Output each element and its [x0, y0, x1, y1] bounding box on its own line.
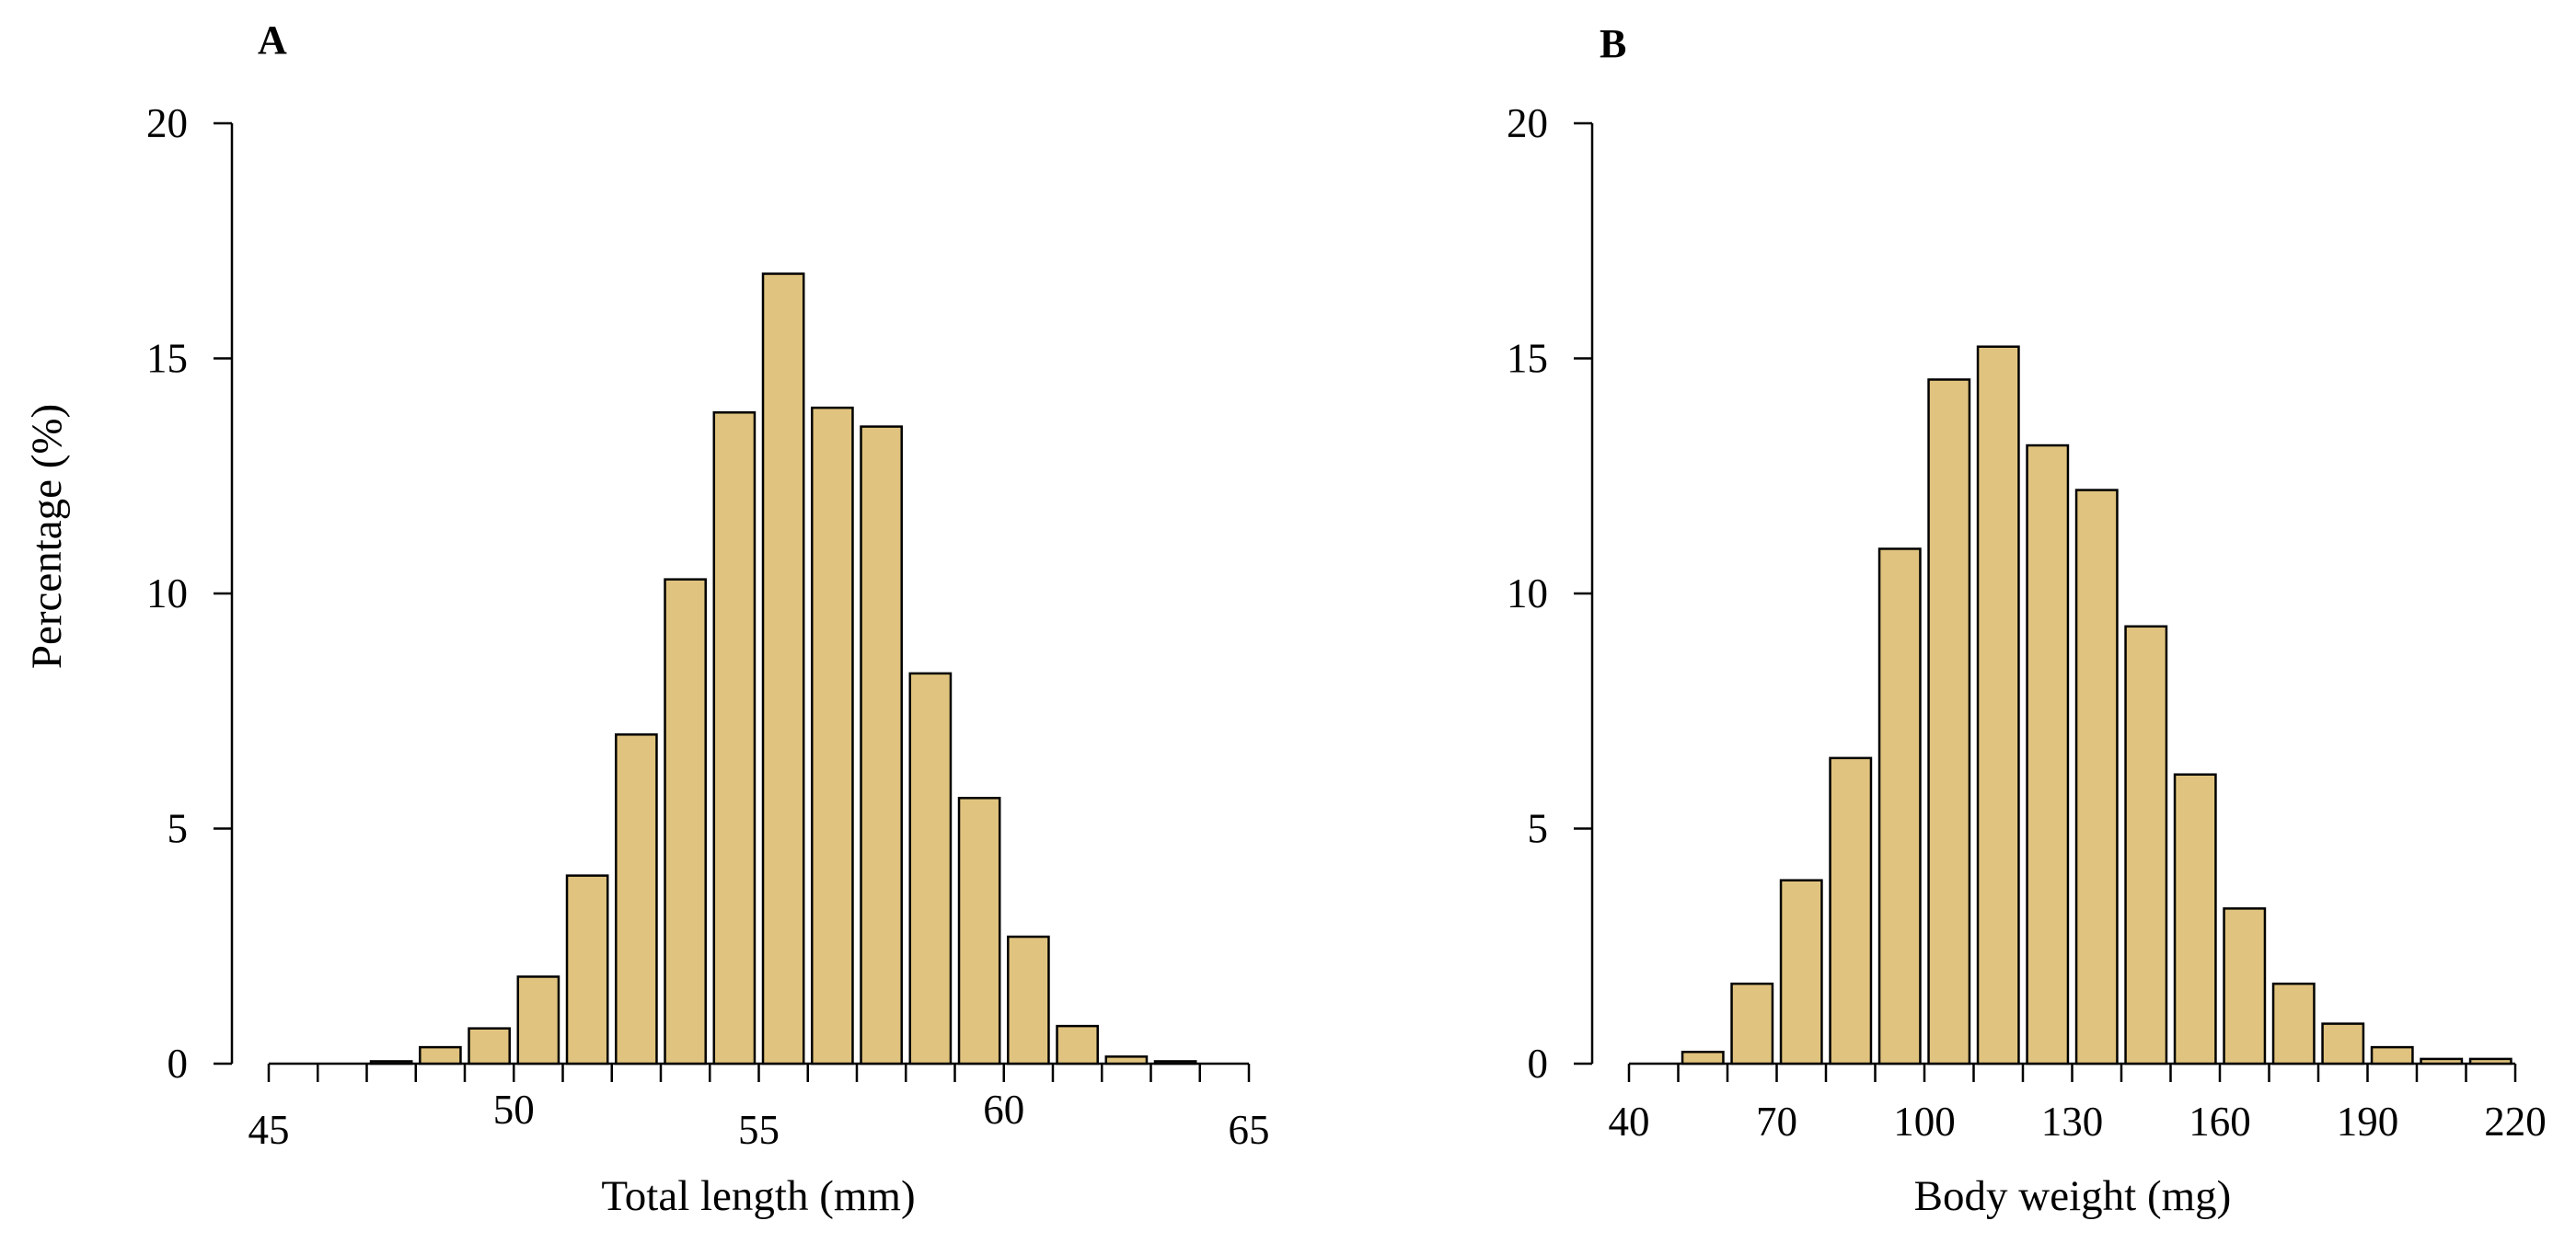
- panel-label: A: [258, 17, 287, 63]
- y-axis-title: Percentage (%): [23, 404, 71, 669]
- y-tick-label: 5: [1528, 806, 1549, 852]
- histogram-bar: [1007, 935, 1050, 1065]
- histogram-bar: [811, 406, 854, 1065]
- y-tick-label: 10: [1507, 570, 1548, 616]
- y-tick-label: 15: [146, 336, 188, 382]
- histogram-bar: [1104, 1055, 1149, 1065]
- x-tick-label: 220: [2484, 1099, 2547, 1145]
- histogram-bar: [2074, 489, 2119, 1065]
- histogram-bar: [2124, 625, 2168, 1065]
- panel-a-total-length: A 0 5 10 15 20 45 50 55 60 65 Total length (mm) Perc…: [23, 17, 1270, 1220]
- x-tick-label: 55: [738, 1107, 780, 1153]
- histogram-bar: [2271, 982, 2316, 1065]
- histogram-bar: [2173, 773, 2217, 1065]
- histogram-bar: [1976, 345, 2020, 1065]
- x-tick-label: 60: [983, 1087, 1024, 1133]
- histogram-bar: [1681, 1050, 1725, 1065]
- x-tick-label: 50: [493, 1087, 535, 1133]
- histogram-bar: [2223, 907, 2267, 1065]
- histogram-bar: [957, 797, 1001, 1065]
- histogram-bar: [2026, 443, 2070, 1065]
- x-tick-label: 40: [1609, 1099, 1650, 1145]
- histogram-bar: [468, 1027, 511, 1065]
- x-tick-label: 45: [248, 1107, 290, 1153]
- histogram-bar: [516, 975, 560, 1065]
- y-tick-label: 15: [1507, 336, 1548, 382]
- y-tick-label: 0: [167, 1041, 189, 1087]
- histogram-bar: [761, 272, 805, 1065]
- histogram-bar: [2370, 1045, 2414, 1065]
- histogram-bar: [1056, 1024, 1099, 1065]
- x-tick-label: 130: [2041, 1099, 2104, 1145]
- histogram-bar: [2420, 1057, 2464, 1065]
- histogram-bar: [615, 733, 658, 1065]
- y-tick-label: 5: [167, 806, 189, 852]
- histogram-bar: [1153, 1060, 1197, 1065]
- histogram-bar: [908, 672, 953, 1065]
- histogram-bar: [369, 1060, 413, 1065]
- histogram-bar: [1877, 547, 1922, 1065]
- histogram-bar: [664, 578, 707, 1065]
- x-axis-title: Body weight (mg): [1914, 1172, 2232, 1220]
- histogram-bar: [1779, 879, 1823, 1065]
- x-tick-label: 160: [2189, 1099, 2251, 1145]
- histogram-bar: [565, 874, 609, 1065]
- histogram-bar: [1829, 756, 1873, 1065]
- y-tick-label: 20: [1507, 100, 1548, 146]
- x-axis-title: Total length (mm): [601, 1172, 915, 1220]
- y-tick-label: 20: [146, 100, 188, 146]
- y-tick-label: 10: [146, 570, 188, 616]
- histogram-bar: [1927, 378, 1971, 1065]
- panel-b-body-weight: B 0 5 10 15 20 40 70 100 130 160 190 220 Body weight …: [1507, 21, 2547, 1220]
- x-tick-label: 190: [2337, 1099, 2399, 1145]
- histogram-bar: [1730, 982, 1774, 1065]
- x-tick-label: 100: [1893, 1099, 1956, 1145]
- y-tick-label: 0: [1528, 1041, 1549, 1087]
- panel-label: B: [1600, 21, 1626, 66]
- histogram-bar: [2468, 1057, 2512, 1065]
- histogram-bar: [860, 425, 903, 1065]
- x-tick-label: 70: [1756, 1099, 1797, 1145]
- histogram-bar: [712, 411, 757, 1065]
- x-tick-label: 65: [1229, 1107, 1270, 1153]
- histogram-bar: [2321, 1022, 2365, 1065]
- histogram-bar: [419, 1045, 462, 1065]
